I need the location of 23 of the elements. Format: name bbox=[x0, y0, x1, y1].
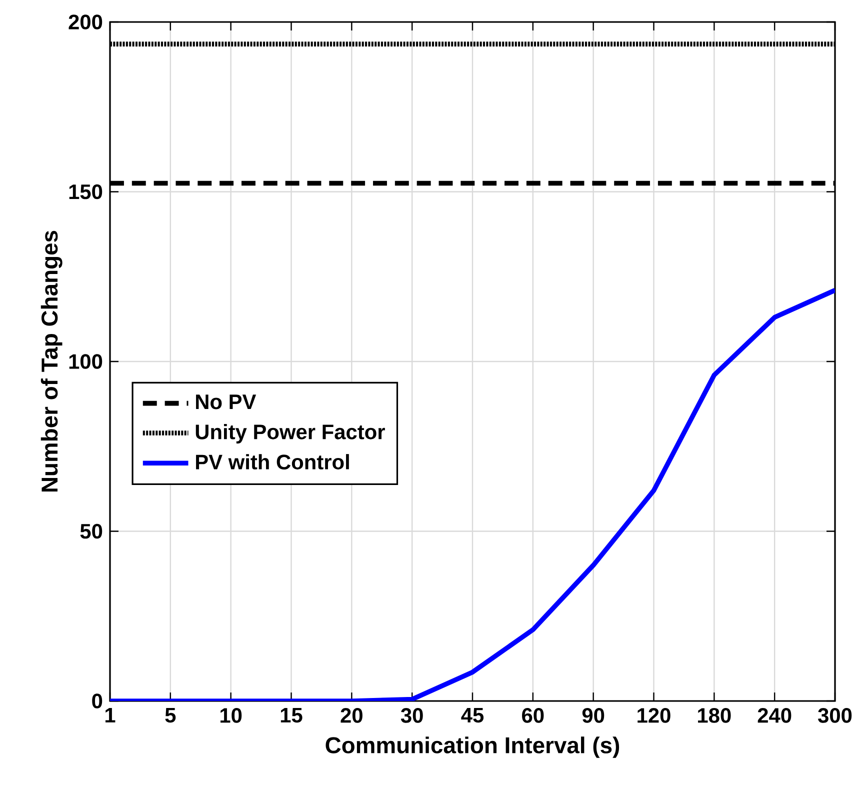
x-tick-label: 120 bbox=[638, 708, 670, 723]
x-axis-title: Communication Interval (s) bbox=[326, 736, 620, 758]
x-tick-label: 30 bbox=[400, 708, 423, 723]
x-tick-label: 45 bbox=[461, 708, 484, 723]
x-tick-label: 180 bbox=[698, 708, 731, 723]
legend-label: Unity Power Factor bbox=[196, 424, 385, 444]
x-tick-label: 10 bbox=[220, 708, 242, 723]
x-tick-label: 20 bbox=[340, 708, 362, 723]
x-tick-label: 60 bbox=[522, 708, 544, 723]
y-tick-label: 100 bbox=[69, 354, 102, 369]
y-tick-label: 0 bbox=[92, 694, 102, 708]
x-tick-label: 5 bbox=[165, 708, 176, 723]
x-tick-label: 240 bbox=[758, 708, 792, 723]
x-tick-label: 90 bbox=[582, 708, 604, 723]
y-tick-label: 200 bbox=[68, 14, 102, 30]
legend-label: PV with Control bbox=[196, 454, 349, 470]
y-axis-title: Number of Tap Changes bbox=[40, 230, 62, 492]
x-tick-label: 300 bbox=[818, 708, 852, 723]
x-tick-label: 15 bbox=[280, 708, 302, 723]
y-tick-label: 50 bbox=[80, 524, 102, 539]
y-tick-label: 150 bbox=[69, 184, 102, 200]
x-tick-label: 1 bbox=[105, 708, 116, 722]
legend-label: No PV bbox=[196, 394, 256, 410]
